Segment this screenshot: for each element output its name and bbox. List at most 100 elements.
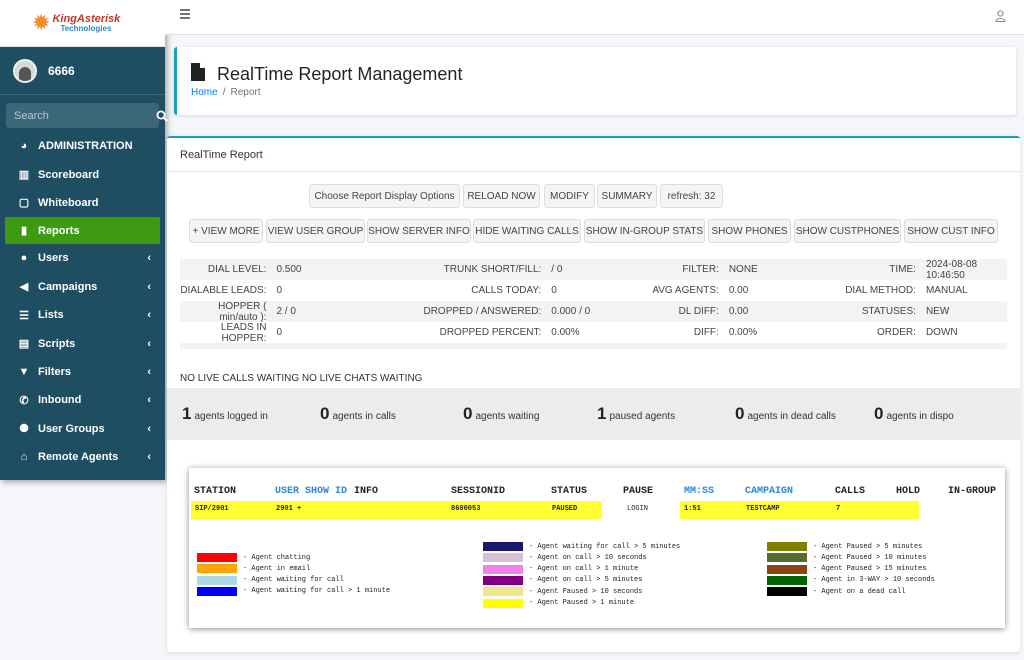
show-cust-info-button[interactable]: SHOW CUST INFO [904,219,998,243]
user-account-icon[interactable] [995,10,1006,25]
search-icon[interactable] [156,103,168,128]
view-more-button[interactable]: + VIEW MORE [189,219,263,243]
hamburger-icon[interactable] [180,9,190,21]
user-name[interactable]: 6666 [48,63,75,78]
sidebar-item-campaigns[interactable]: ◀ Campaigns ‹ [0,273,165,301]
legend-item: - Agent in 3-WAY > 10 seconds [767,575,935,585]
waiting-message: NO LIVE CALLS WAITING NO LIVE CHATS WAIT… [180,373,423,384]
stat-label: DIAL METHOD: [845,285,916,296]
crown-icon: ✹ [32,10,51,35]
avatar[interactable] [13,58,37,83]
sidebar-item-user-groups[interactable]: ⚉ User Groups ‹ [0,415,165,443]
brand-name: KingAsterisk [52,12,121,25]
sidebar-item-filters[interactable]: ▼ Filters ‹ [0,358,165,386]
sidebar-item-scripts[interactable]: ▤ Scripts ‹ [0,329,165,357]
realtime-report-card: RealTime Report Choose Report Display Op… [167,136,1020,652]
agent-count-label: agents in dispo [886,411,954,422]
legend-item: - Agent waiting for call > 5 minutes [483,542,680,551]
legend-swatch [483,553,523,563]
stat-label: DIALABLE LEADS: [180,285,267,296]
breadcrumb: Home / Report [191,87,260,98]
sidebar-item-scoreboard[interactable]: ▥ Scoreboard [0,160,165,188]
col-mmss[interactable]: MM:SS [684,486,715,497]
col-campaign[interactable]: CAMPAIGN [745,486,794,497]
chevron-left-icon: ‹ [147,394,151,407]
stats-row: DIAL LEVEL: 0.500 TRUNK SHORT/FILL: / 0 FILT… [180,259,1007,281]
col-status: STATUS [551,486,588,497]
agent-count: 1 [597,404,607,423]
stat-label: LEADS IN HOPPER: [220,321,267,344]
sidebar-item-inbound[interactable]: ✆ Inbound ‹ [0,386,165,414]
stat-value: 0.500 [276,264,302,275]
sidebar-search [6,103,168,128]
user-panel: 6666 [0,47,165,95]
row-pause: LOGIN [627,505,649,513]
reload-now-button[interactable]: RELOAD NOW [463,184,540,208]
agent-count-label: agents in calls [332,411,396,422]
hide-waiting-calls-button[interactable]: HIDE WAITING CALLS [473,219,581,243]
agent-count-label: paused agents [609,411,676,422]
breadcrumb-home[interactable]: Home [191,87,218,98]
stat-value: 0 [276,285,283,296]
sidebar-item-whiteboard[interactable]: ▢ Whiteboard [0,189,165,217]
realtime-agent-panel: STATION USER SHOW ID INFO SESSIONID STAT… [189,468,1005,628]
col-pause: PAUSE [623,486,654,497]
choose-display-options-button[interactable]: Choose Report Display Options [309,184,460,208]
legend-label: - Agent on call > 10 seconds [529,553,647,562]
show-custphones-button[interactable]: SHOW CUSTPHONES [794,219,901,243]
agent-count-label: agents waiting [475,411,540,422]
stat-value: NEW [925,306,950,317]
sidebar-item-administration[interactable]: ◕ ADMINISTRATION [0,132,165,160]
legend-swatch [767,542,807,551]
sidebar-item-remote-agents[interactable]: ⌂ Remote Agents ‹ [0,443,165,471]
modify-button[interactable]: MODIFY [544,184,595,208]
stat-label: FILTER: [682,264,719,275]
show-server-info-button[interactable]: SHOW SERVER INFO [367,219,471,243]
show-phones-button[interactable]: SHOW PHONES [708,219,791,243]
sidebar-item-label: Whiteboard [38,196,99,209]
legend-label: - Agent chatting [243,553,311,562]
stat-value: / 0 [551,264,563,275]
col-user-show-id[interactable]: USER SHOW ID [275,486,348,497]
show-in-group-stats-button[interactable]: SHOW IN-GROUP STATS [584,219,705,243]
agent-count-stat: 0 agents in dispo [874,404,954,424]
view-user-group-button[interactable]: VIEW USER GROUP [266,219,365,243]
stat-label: DROPPED PERCENT: [439,327,542,338]
agent-count-stat: 0 agents in dead calls [735,404,836,424]
sidebar-item-label: ADMINISTRATION [38,140,133,153]
sidebar: ✹ KingAsterisk Technologies 6666 ◕ ADMINI… [0,0,168,480]
agent-row[interactable]: SIP/2901 2901 + 8600053 PAUSED LOGIN 1:5… [191,501,919,519]
search-input[interactable] [6,103,156,128]
sidebar-item-users[interactable]: ● Users ‹ [0,244,165,272]
summary-button[interactable]: SUMMARY [597,184,657,208]
sidebar-item-lists[interactable]: ☰ Lists ‹ [0,301,165,329]
card-title: RealTime Report [167,138,1020,172]
sidebar-item-label: Users [38,252,69,265]
legend-item: - Agent on a dead call [767,587,905,597]
sidebar-item-label: Scoreboard [38,168,100,181]
row-status: PAUSED [552,505,578,513]
legend-swatch [767,553,807,563]
file-icon: ▮ [20,225,28,238]
col-sessionid: SESSIONID [451,486,506,497]
row-station: SIP/2901 [195,505,229,513]
brand-tagline: Technologies [60,23,112,33]
refresh-counter[interactable]: refresh: 32 [660,184,723,208]
page-title-wrap: RealTime Report Management [191,63,462,86]
legend-label: - Agent waiting for call > 1 minute [243,587,391,596]
chevron-left-icon: ‹ [147,252,151,265]
page-title: RealTime Report Management [217,64,463,84]
agent-count-stat: 0 agents in calls [320,404,396,424]
brand-logo[interactable]: ✹ KingAsterisk Technologies [32,12,120,34]
stat-value: 0 [276,327,283,338]
sidebar-item-reports[interactable]: ▮ Reports [5,217,160,245]
stats-row: DIALABLE LEADS: 0 CALLS TODAY: 0 AVG AGENTS:… [180,280,1007,301]
legend-label: - Agent in email [243,564,311,573]
chevron-left-icon: ‹ [147,422,151,435]
gauge-icon: ◕ [20,140,28,153]
legend-item: - Agent Paused > 10 minutes [767,553,927,563]
legend-label: - Agent Paused > 10 minutes [813,553,927,562]
row-user[interactable]: 2901 + [276,505,302,513]
agent-count-label: agents in dead calls [747,411,836,422]
legend-item: - Agent on call > 5 minutes [483,575,642,585]
